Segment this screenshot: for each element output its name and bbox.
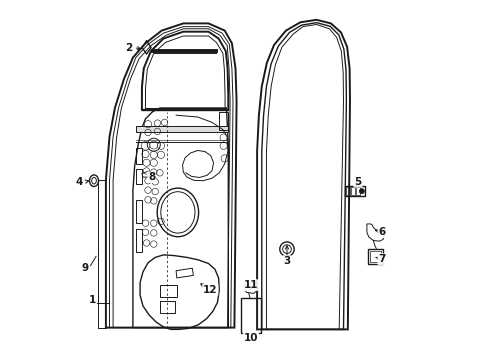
Text: 9: 9 [81, 263, 89, 273]
Text: 8: 8 [148, 172, 155, 182]
FancyBboxPatch shape [136, 126, 228, 132]
Text: 1: 1 [89, 294, 96, 305]
Text: 12: 12 [203, 285, 217, 295]
Text: 10: 10 [243, 333, 258, 343]
Text: 7: 7 [378, 254, 385, 264]
Text: 4: 4 [76, 177, 83, 187]
Text: 11: 11 [243, 280, 258, 290]
Text: 5: 5 [353, 177, 361, 187]
Text: 6: 6 [378, 227, 385, 237]
Circle shape [359, 189, 364, 194]
Text: 2: 2 [125, 42, 132, 53]
Text: 3: 3 [283, 256, 290, 266]
